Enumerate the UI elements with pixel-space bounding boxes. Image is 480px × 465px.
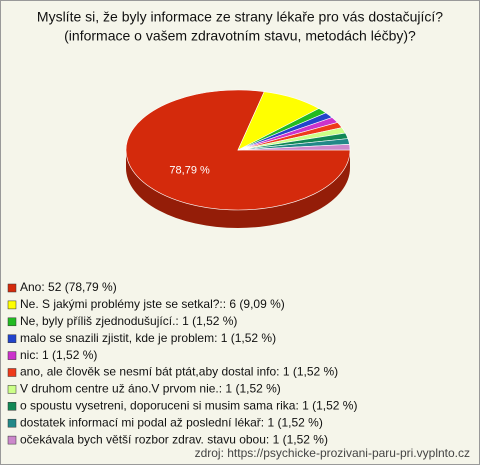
legend-swatch (7, 418, 17, 428)
legend-swatch (7, 351, 17, 360)
legend-label: Ano: 52 (78,79 %) (20, 280, 117, 294)
legend-label: Ne, byly příliš zjednodušující.: 1 (1,52… (20, 314, 237, 328)
legend-swatch (7, 402, 17, 411)
legend-label: nic: 1 (1,52 %) (20, 348, 97, 362)
legend-swatch (7, 300, 17, 310)
legend-label: V druhom centre už áno.V prvom nie.: 1 (… (20, 382, 281, 396)
source: zdroj: https://psychicke-prozivani-paru-… (195, 446, 470, 460)
legend-label: o spoustu vysetreni, doporuceni si musim… (20, 398, 357, 412)
legend-label: Ne. S jakými problémy jste se setkal?:: … (20, 297, 285, 311)
legend-label: ano, ale člověk se nesmí bát ptát,aby do… (20, 365, 338, 379)
legend-label: dostatek informací mi podal až poslední … (20, 415, 323, 429)
legend-label: očekávala bych větší rozbor zdrav. stavu… (20, 432, 328, 446)
legend-swatch (7, 385, 17, 394)
legend-swatch (7, 334, 17, 343)
legend-swatch (7, 283, 17, 293)
chart-title: Myslíte si, že byly informace ze strany … (37, 9, 443, 25)
chart-subtitle: (informace o vašem zdravotním stavu, met… (64, 28, 416, 44)
legend-swatch (7, 435, 17, 445)
legend-swatch (7, 317, 17, 327)
value-label: 78,79 % (169, 164, 210, 176)
slice-side (126, 150, 350, 228)
legend-swatch (7, 368, 17, 377)
legend-label: malo se snazili zjistit, kde je problem:… (20, 331, 276, 345)
slice (237, 143, 351, 151)
